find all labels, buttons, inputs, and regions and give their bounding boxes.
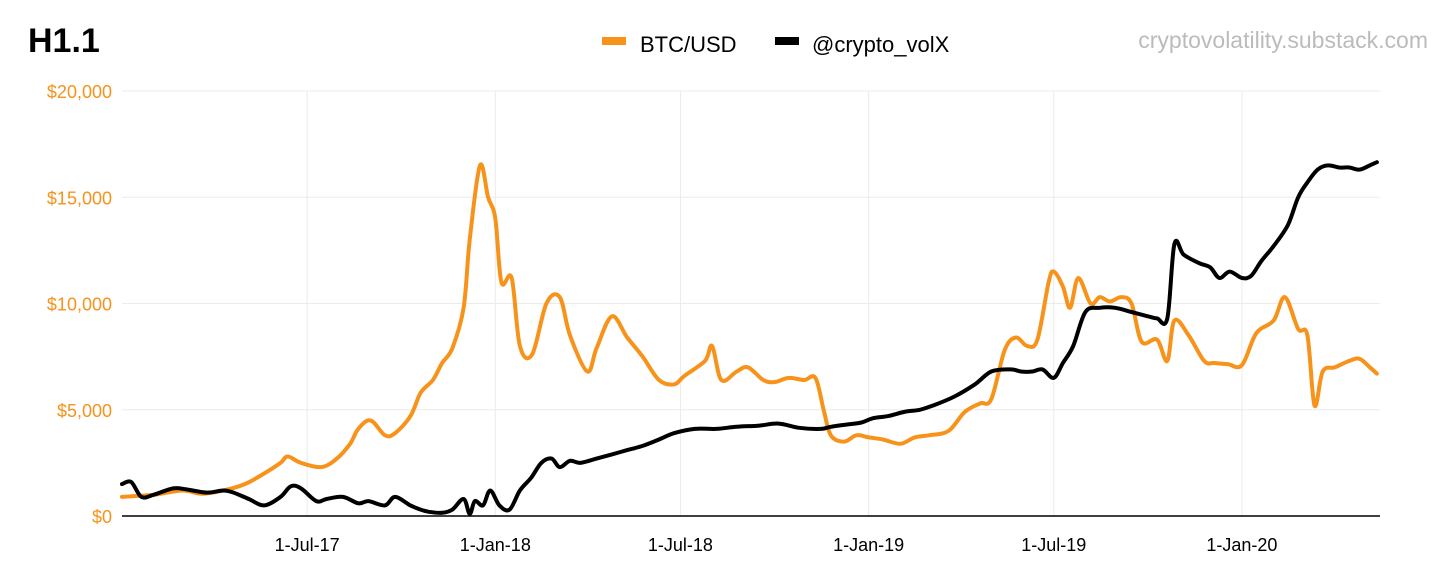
y-tick-label: $10,000 <box>47 295 112 315</box>
y-tick-label: $0 <box>92 507 112 527</box>
y-axis: $0 $5,000 $10,000 $15,000 $20,000 <box>47 82 112 527</box>
x-axis: 1-Jul-17 1-Jan-18 1-Jul-18 1-Jan-19 1-Jul-19… <box>275 535 1278 555</box>
x-tick-label: 1-Jan-20 <box>1206 535 1277 555</box>
x-tick-label: 1-Jul-17 <box>275 535 340 555</box>
y-tick-label: $15,000 <box>47 188 112 208</box>
legend-label-volx: @crypto_volX <box>812 32 950 57</box>
series-line-btc <box>120 162 1379 499</box>
legend-swatch-volx <box>775 37 799 45</box>
legend: BTC/USD @crypto_volX <box>602 32 950 57</box>
legend-swatch-btc <box>602 37 626 45</box>
gridlines <box>122 90 1380 516</box>
y-tick-label: $5,000 <box>57 401 112 421</box>
series-line-volx <box>120 160 1379 516</box>
legend-label-btc: BTC/USD <box>640 32 737 57</box>
x-tick-label: 1-Jul-18 <box>648 535 713 555</box>
x-tick-label: 1-Jan-19 <box>833 535 904 555</box>
chart-title: H1.1 <box>28 22 100 60</box>
x-tick-label: 1-Jan-18 <box>460 535 531 555</box>
y-tick-label: $20,000 <box>47 82 112 102</box>
watermark: cryptovolatility.substack.com <box>1138 27 1428 53</box>
x-tick-label: 1-Jul-19 <box>1021 535 1086 555</box>
series-lines <box>120 160 1379 516</box>
